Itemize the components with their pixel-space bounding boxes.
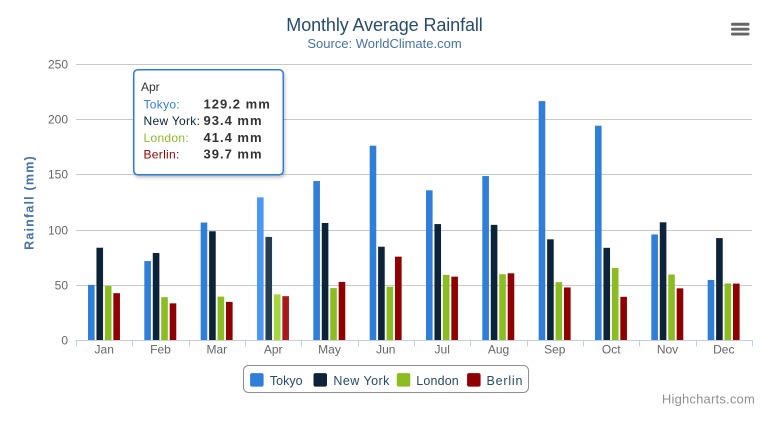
svg-text:Aug: Aug [488, 342, 509, 356]
svg-text:Nov: Nov [657, 342, 678, 356]
svg-text:41.4 mm: 41.4 mm [204, 130, 263, 145]
svg-text:London: London [416, 374, 459, 388]
svg-text:Highcharts.com: Highcharts.com [662, 392, 755, 407]
svg-text:Rainfall (mm): Rainfall (mm) [23, 155, 37, 250]
svg-text:Feb: Feb [150, 342, 171, 356]
svg-text:Oct: Oct [602, 342, 621, 356]
svg-text:129.2 mm: 129.2 mm [204, 97, 271, 112]
svg-text:May: May [318, 342, 341, 356]
svg-text:New York:: New York: [144, 114, 201, 128]
svg-text:Jan: Jan [95, 342, 114, 356]
svg-text:Jul: Jul [435, 342, 450, 356]
svg-text:Monthly Average Rainfall: Monthly Average Rainfall [286, 15, 482, 35]
svg-text:150: 150 [48, 168, 68, 182]
svg-text:50: 50 [55, 279, 69, 293]
svg-text:Berlin: Berlin [487, 374, 524, 388]
svg-text:Mar: Mar [206, 342, 227, 356]
svg-text:Sep: Sep [544, 342, 566, 356]
svg-text:Tokyo: Tokyo [270, 374, 303, 388]
svg-text:Apr: Apr [264, 342, 283, 356]
svg-text:39.7 mm: 39.7 mm [204, 147, 263, 162]
svg-text:200: 200 [48, 113, 68, 127]
svg-text:Berlin:: Berlin: [144, 148, 180, 162]
svg-text:Tokyo:: Tokyo: [144, 98, 180, 112]
svg-text:93.4 mm: 93.4 mm [204, 113, 263, 128]
svg-text:Dec: Dec [713, 342, 734, 356]
svg-text:London:: London: [144, 131, 189, 145]
svg-text:250: 250 [48, 58, 68, 72]
svg-text:100: 100 [48, 224, 68, 238]
svg-text:0: 0 [61, 334, 68, 348]
svg-text:Jun: Jun [376, 342, 395, 356]
svg-text:Source: WorldClimate.com: Source: WorldClimate.com [307, 36, 461, 51]
svg-text:New York: New York [333, 374, 390, 388]
svg-text:Apr: Apr [141, 80, 160, 94]
